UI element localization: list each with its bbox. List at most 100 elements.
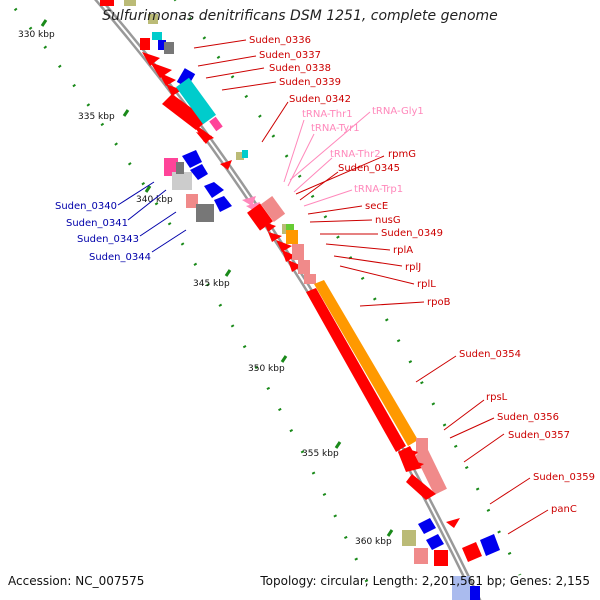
gene-feature	[176, 68, 196, 88]
gene-feature	[186, 194, 198, 208]
gene-label: Suden_0336	[249, 35, 311, 46]
scale-tick	[144, 185, 152, 193]
scale-label: 330 kbp	[18, 30, 55, 40]
gene-feature	[124, 0, 136, 6]
leader-line	[303, 189, 353, 207]
accession-text: Accession: NC_007575	[8, 574, 145, 588]
gene-label: Suden_0356	[497, 412, 559, 423]
gene-feature	[314, 280, 418, 446]
gene-feature	[196, 132, 212, 144]
gene-label: tRNA-Trp1	[354, 184, 403, 195]
gene-label: rplA	[393, 245, 413, 256]
leader-line	[287, 133, 315, 187]
gene-label: nusG	[375, 215, 401, 226]
gene-label: rpsL	[486, 392, 508, 403]
gene-feature	[414, 548, 428, 564]
gene-label: tRNA-Thr2	[330, 149, 381, 160]
gene-feature	[209, 116, 223, 132]
leader-line	[359, 301, 425, 307]
gene-label: secE	[365, 201, 388, 212]
leader-line	[333, 255, 403, 267]
gene-labels-blue: Suden_0340 Suden_0341 Suden_0343 Suden_0…	[55, 181, 187, 263]
leader-line	[139, 211, 177, 237]
leader-line	[283, 119, 305, 183]
gene-feature	[164, 158, 178, 176]
gene-label: Suden_0357	[508, 430, 570, 441]
leader-line	[289, 111, 371, 181]
gene-feature	[260, 195, 286, 223]
gene-feature	[158, 40, 166, 50]
gene-feature	[182, 150, 202, 168]
leader-line	[205, 67, 265, 79]
gene-label: Suden_0342	[289, 94, 351, 105]
gene-label: Suden_0337	[259, 50, 321, 61]
gene-feature	[288, 260, 302, 272]
gene-label: rpmG	[388, 149, 416, 160]
scale-label: 360 kbp	[355, 537, 392, 547]
gene-feature	[176, 162, 184, 174]
gene-feature	[434, 550, 448, 566]
leader-line	[507, 509, 549, 535]
gene-feature	[426, 534, 444, 550]
scale-tick	[386, 529, 394, 537]
gene-feature	[214, 196, 232, 212]
leader-line	[307, 205, 363, 215]
gene-feature	[418, 518, 436, 534]
gene-feature	[172, 172, 192, 190]
gene-feature	[415, 449, 447, 495]
map-title: Sulfurimonas denitrificans DSM 1251, com…	[102, 8, 498, 24]
gene-feature	[166, 84, 182, 96]
leader-line	[295, 155, 385, 195]
leader-line	[415, 355, 457, 383]
scale-tick	[224, 269, 232, 277]
gene-label: tRNA-Tyr1	[311, 123, 360, 134]
leader-line	[197, 55, 257, 67]
gene-feature	[304, 274, 316, 284]
gene-label: tRNA-Gly1	[372, 106, 424, 117]
gene-feature	[140, 38, 150, 50]
scale-axis: 330 kbp 335 kbp 340 kbp 345 kbp 350 kbp …	[18, 19, 394, 547]
gene-feature	[286, 230, 298, 244]
genome-backbone-gap	[97, 0, 479, 600]
gene-feature	[276, 240, 292, 252]
leader-line	[309, 219, 373, 223]
scale-tick	[280, 355, 288, 363]
gene-feature	[242, 196, 256, 206]
leader-line	[261, 101, 289, 143]
gene-feature	[158, 72, 176, 86]
leader-line	[339, 265, 415, 285]
gene-feature	[470, 586, 480, 600]
gene-feature	[190, 164, 208, 180]
genome-backbone	[94, 0, 482, 600]
gene-feature	[452, 576, 470, 600]
gene-feature	[264, 222, 276, 232]
leader-line	[449, 417, 495, 439]
topology-text: Topology: circular; Length: 2,201,561 bp…	[260, 574, 590, 588]
gene-feature	[148, 14, 158, 24]
gene-feature	[242, 150, 248, 158]
gene-label: rplL	[417, 279, 436, 290]
gene-feature	[152, 32, 162, 40]
gene-feature	[306, 288, 406, 452]
leader-line	[117, 181, 155, 206]
scale-tick	[122, 109, 130, 117]
leader-line	[221, 81, 277, 91]
gene-label: Suden_0339	[279, 77, 341, 88]
gene-feature	[446, 518, 460, 528]
gene-label: panC	[551, 504, 577, 515]
leader-line	[489, 477, 531, 505]
gene-label: Suden_0341	[66, 218, 128, 229]
gene-feature	[162, 94, 208, 130]
gene-labels-trna: tRNA-Gly1 tRNA-Thr1 tRNA-Tyr1 tRNA-Thr2 …	[283, 106, 424, 207]
gene-feature	[416, 438, 428, 454]
gene-feature	[480, 534, 500, 556]
gene-feature	[286, 224, 294, 230]
scale-label: 340 kbp	[136, 195, 173, 205]
gene-feature	[236, 152, 244, 160]
gene-label: Suden_0345	[338, 163, 400, 174]
gene-feature	[406, 474, 436, 500]
gene-feature	[282, 250, 296, 262]
gene-feature	[142, 52, 160, 66]
gene-label: Suden_0354	[459, 349, 521, 360]
